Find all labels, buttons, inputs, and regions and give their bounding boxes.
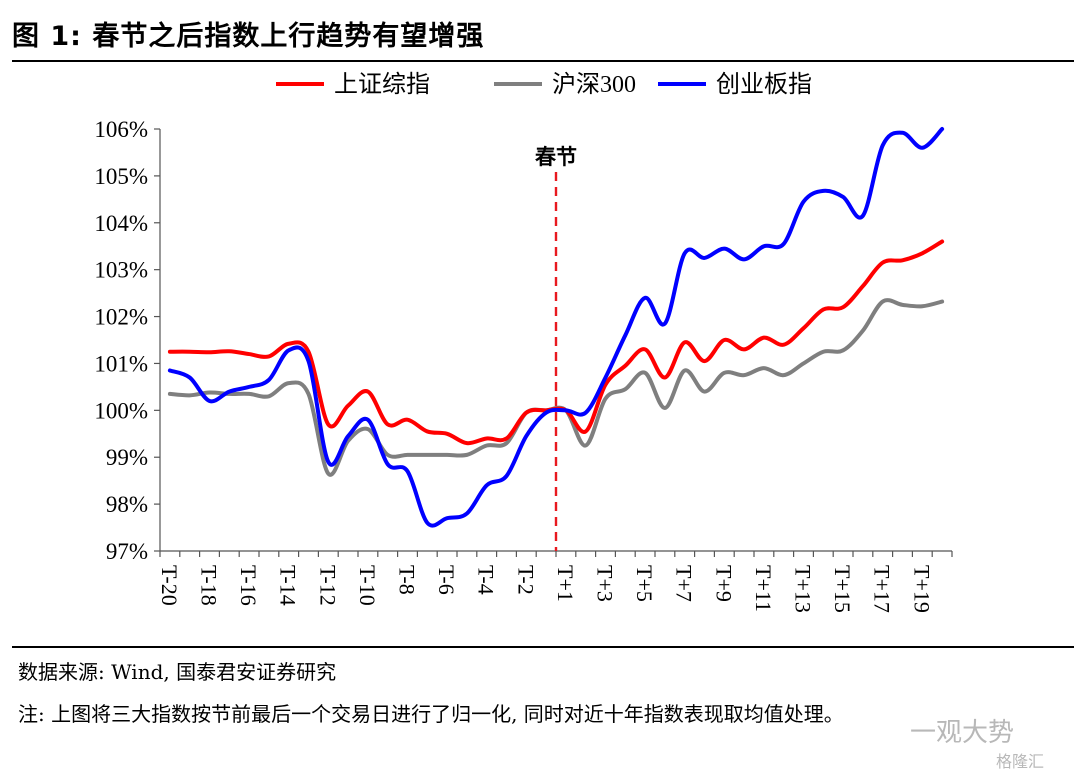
y-tick-label: 103%: [94, 258, 148, 283]
y-tick-label: 98%: [106, 492, 148, 517]
x-tick-label: T+19: [909, 565, 934, 613]
x-tick-label: T-6: [434, 565, 459, 595]
x-tick-label: T-18: [197, 565, 222, 606]
x-tick-label: T-14: [276, 565, 301, 606]
legend: 上证综指 沪深300 创业板指: [276, 71, 812, 98]
line-chart: 上证综指 沪深300 创业板指 97% 98% 99% 100% 101% 102% 103% 1…: [94, 71, 953, 613]
legend-label: 上证综指: [334, 71, 430, 98]
x-tick-label: T-8: [395, 565, 420, 595]
y-tick-label: 101%: [94, 351, 148, 376]
x-tick-label: T-20: [157, 565, 182, 606]
series-lines: [167, 127, 945, 528]
bottom-rule: [12, 646, 1074, 648]
x-tick-label: T+13: [791, 565, 816, 613]
y-axis: 97% 98% 99% 100% 101% 102% 103% 104% 105% 106%: [94, 117, 161, 564]
x-tick-label: T-4: [474, 565, 499, 595]
spring-festival-annotation: 春节: [535, 145, 577, 551]
x-tick-label: T+17: [870, 565, 895, 613]
footnote: 注: 上图将三大指数按节前最后一个交易日进行了归一化, 同时对近十年指数表现取均…: [18, 702, 844, 726]
y-tick-label: 106%: [94, 117, 148, 142]
x-tick-label: T+1: [553, 565, 578, 602]
x-tick-label: T-10: [355, 565, 380, 606]
watermark: 一观大势: [910, 718, 1015, 748]
legend-label: 沪深300: [552, 71, 636, 98]
figure-title: 图 1: 春节之后指数上行趋势有望增强: [12, 21, 485, 52]
top-rule: [12, 60, 1074, 62]
x-tick-label: T-2: [513, 565, 538, 595]
x-tick-label: T+9: [711, 565, 736, 602]
x-tick-label: T+15: [830, 565, 855, 613]
y-tick-label: 99%: [106, 445, 148, 470]
x-tick-label: T-16: [236, 565, 261, 606]
x-tick-label: T+11: [751, 565, 776, 612]
watermark-logo: 格隆汇: [996, 752, 1045, 771]
y-tick-label: 104%: [94, 211, 148, 236]
x-tick-label: T+5: [632, 565, 657, 602]
y-tick-label: 100%: [94, 398, 148, 423]
y-tick-label: 105%: [94, 164, 148, 189]
x-tick-label: T+7: [672, 565, 697, 602]
x-axis: T-20 T-18 T-16 T-14 T-12 T-10 T-8 T-6 T-4 T-2 T+1 T…: [157, 550, 953, 613]
x-tick-label: T-12: [315, 565, 340, 606]
source-note: 数据来源: Wind, 国泰君安证券研究: [18, 660, 337, 684]
series-line-3: [167, 127, 945, 528]
y-tick-label: 102%: [94, 305, 148, 330]
spring-festival-label: 春节: [535, 145, 577, 169]
y-tick-label: 97%: [106, 539, 148, 564]
legend-label: 创业板指: [716, 71, 812, 98]
x-tick-label: T+3: [593, 565, 618, 602]
